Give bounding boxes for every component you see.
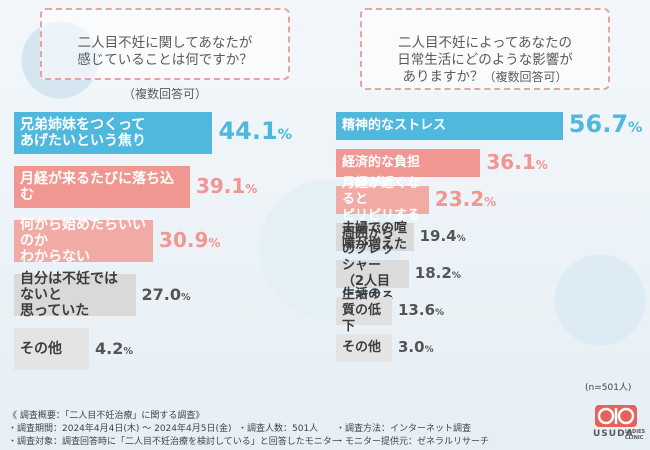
left-question-title: 二人目不妊に関してあなたが 感じていることは何ですか？ （複数回答可）: [42, 18, 288, 103]
bar-value-label: 13.6%: [398, 301, 444, 319]
bar-2: 経済的な負担: [336, 149, 481, 177]
bar-value-number: 44.1: [218, 117, 278, 146]
survey-target: ・調査対象：調査回答時に「二人目不妊治療を検討している」と回答したモニター: [8, 437, 341, 447]
right-question-title: 二人目不妊によってあなたの 日常生活にどのような影響が ありますか？（複数回答可…: [362, 18, 608, 86]
bar-label: 精神的なストレス: [342, 118, 447, 133]
bar-value-number: 30.9: [159, 228, 209, 252]
bar-value-number: 19.4: [419, 227, 457, 246]
left-question-box: 二人目不妊に関してあなたが 感じていることは何ですか？ （複数回答可）: [40, 8, 290, 101]
clinic-logo-sub: LADIES CLINIC: [625, 429, 646, 441]
bar-label: 夫婦での喧嘩が増えた: [342, 221, 408, 252]
bar-value-unit: %: [484, 195, 497, 209]
bar-value-unit: %: [451, 271, 461, 282]
bar-value-label: 56.7%: [569, 110, 643, 138]
bar-label: 生活の質の低下: [342, 287, 382, 334]
bar-2: 月経が来るたびに落ち込む: [14, 166, 190, 208]
survey-people: ・調査人数：501人: [238, 424, 319, 434]
survey-period: ・調査期間：2024年4月4日(木) ～ 2024年4月5日(金): [8, 424, 232, 434]
bar-value-label: 3.0%: [398, 338, 434, 356]
survey-method: ・調査方法：インターネット調査: [336, 424, 472, 434]
bar-value-label: 44.1%: [218, 117, 292, 145]
bar-value-unit: %: [628, 120, 643, 137]
clinic-logo-mark: [595, 405, 637, 427]
bar-value-label: 36.1%: [486, 150, 547, 174]
bar-value-label: 30.9%: [159, 228, 220, 252]
bar-value-number: 56.7: [568, 110, 629, 139]
clinic-logo-name: USUDA: [593, 429, 634, 439]
bar-label: 月経が近くなると ピリピリする: [342, 176, 421, 223]
bar-value-number: 18.2: [414, 264, 452, 283]
right-question-subtitle: （複数回答可）: [483, 70, 568, 84]
bar-1: 精神的なストレス: [336, 112, 563, 140]
bar-7: その他: [336, 334, 392, 362]
bar-value-unit: %: [180, 291, 191, 303]
bar-value-number: 4.2: [95, 338, 124, 358]
bar-5: その他: [14, 328, 89, 370]
bar-value-unit: %: [424, 345, 434, 356]
bar-value-number: 3.0: [398, 338, 425, 357]
bar-6: 生活の質の低下: [336, 287, 392, 334]
sample-size-label: (n=501人): [585, 383, 632, 393]
left-question-subtitle: （複数回答可）: [122, 87, 207, 101]
bar-4: 自分は不妊ではないと 思っていた: [14, 271, 136, 319]
survey-provider: ・モニター提供元：ゼネラルリサーチ: [336, 437, 490, 447]
bar-value-number: 13.6: [398, 301, 436, 320]
bar-value-unit: %: [208, 236, 221, 250]
bar-value-label: 19.4%: [420, 227, 466, 245]
left-question-text: 二人目不妊に関してあなたが 感じていることは何ですか？: [77, 35, 253, 68]
bar-value-unit: %: [245, 182, 258, 196]
bar-value-number: 36.1: [486, 150, 536, 174]
bar-label: 何から始めたらいいのか わからない: [20, 217, 146, 265]
bar-value-unit: %: [535, 158, 548, 172]
bar-4: 夫婦での喧嘩が増えた: [336, 221, 414, 252]
bar-label: 自分は不妊ではないと 思っていた: [20, 271, 118, 319]
bar-3: 月経が近くなると ピリピリする: [336, 176, 429, 223]
bar-value-number: 23.2: [434, 187, 485, 211]
bar-label: その他: [342, 340, 382, 355]
bar-value-unit: %: [123, 345, 133, 357]
bar-value-unit: %: [277, 127, 293, 144]
bar-value-label: 23.2%: [435, 187, 496, 211]
bar-label: 兄弟姉妹をつくって あげたいという焦り: [20, 117, 146, 149]
right-question-text: 二人目不妊によってあなたの 日常生活にどのような影響が ありますか？: [397, 35, 573, 85]
bar-value-unit: %: [456, 234, 466, 245]
bar-label: 経済的な負担: [342, 155, 421, 170]
bar-value-label: 4.2%: [95, 339, 133, 358]
bar-5: 周囲からのプレッシャー （2人目に対する期待）: [336, 226, 409, 321]
bar-value-unit: %: [435, 308, 445, 319]
bar-label: 月経が来るたびに落ち込む: [20, 171, 174, 203]
bar-value-number: 27.0: [141, 284, 181, 304]
bar-3: 何から始めたらいいのか わからない: [14, 217, 154, 265]
bar-label: その他: [20, 341, 62, 357]
bar-value-label: 27.0%: [142, 285, 191, 304]
bar-1: 兄弟姉妹をつくって あげたいという焦り: [14, 112, 213, 154]
survey-overview: 《 調査概要：「二人目不妊治療」に関する調査》: [8, 411, 205, 421]
bar-value-label: 39.1%: [196, 174, 257, 198]
right-question-box: 二人目不妊によってあなたの 日常生活にどのような影響が ありますか？（複数回答可…: [360, 8, 610, 90]
bar-value-label: 18.2%: [415, 264, 461, 282]
bar-value-number: 39.1: [195, 174, 246, 198]
